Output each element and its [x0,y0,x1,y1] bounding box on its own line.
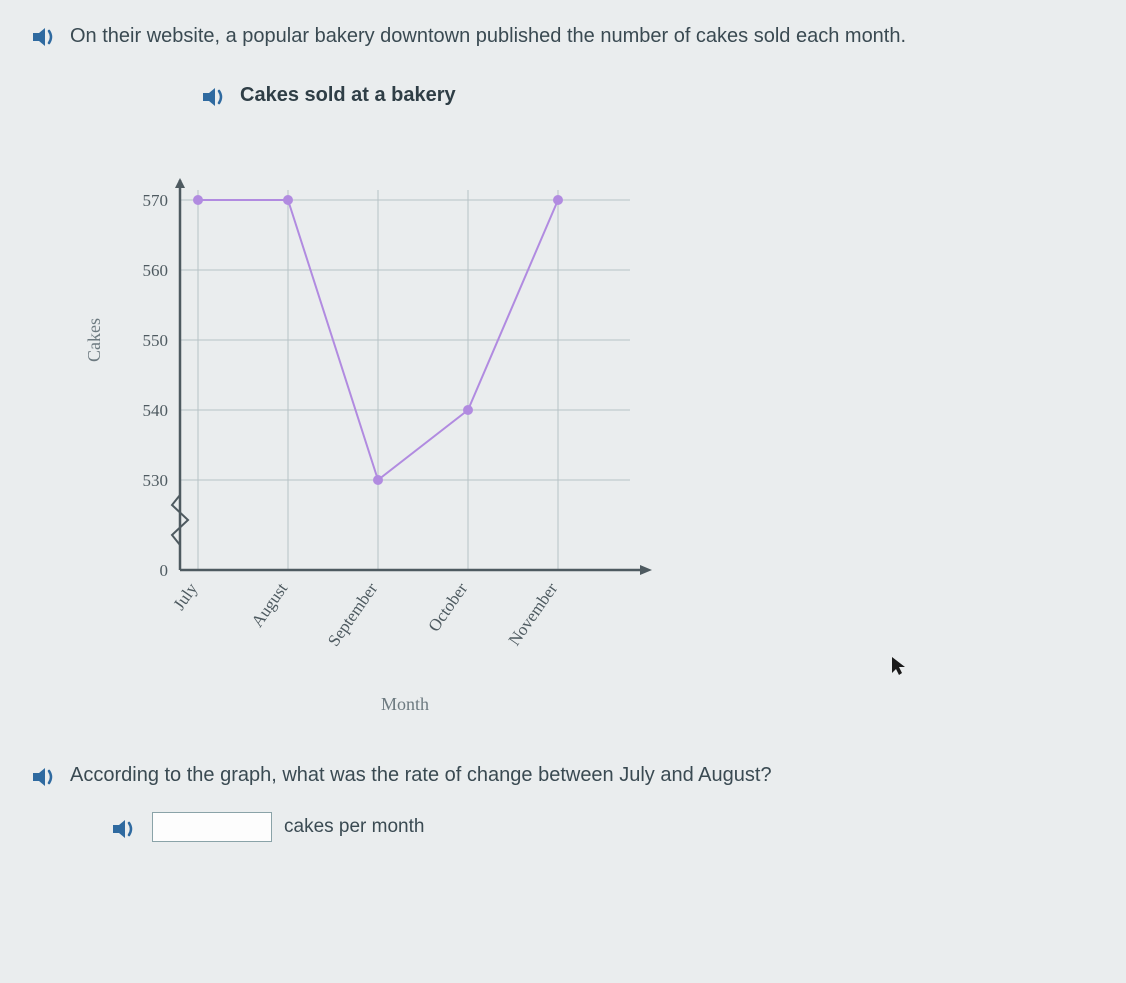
intro-text: On their website, a popular bakery downt… [70,20,906,52]
question-text: According to the graph, what was the rat… [70,764,772,787]
answer-unit: cakes per month [284,816,424,838]
line-chart: 0 530 540 550 560 570 July August September Octob… [70,150,710,730]
answer-input[interactable] [152,812,272,842]
chart-title: Cakes sold at a bakery [240,84,456,107]
svg-text:Cakes: Cakes [84,318,104,362]
svg-text:550: 550 [143,331,169,350]
svg-text:530: 530 [143,471,169,490]
svg-text:November: November [505,579,562,649]
svg-text:August: August [248,579,292,630]
svg-text:October: October [424,579,471,635]
speaker-icon-title[interactable] [200,84,230,110]
svg-text:July: July [169,579,201,614]
speaker-icon-answer[interactable] [110,816,140,842]
svg-text:September: September [324,579,381,650]
svg-text:570: 570 [143,191,169,210]
svg-text:Month: Month [381,694,429,714]
speaker-icon-intro[interactable] [30,24,60,50]
speaker-icon-question[interactable] [30,764,60,790]
svg-text:0: 0 [160,561,169,580]
svg-text:540: 540 [143,401,169,420]
svg-text:560: 560 [143,261,169,280]
cursor-icon [890,655,908,683]
